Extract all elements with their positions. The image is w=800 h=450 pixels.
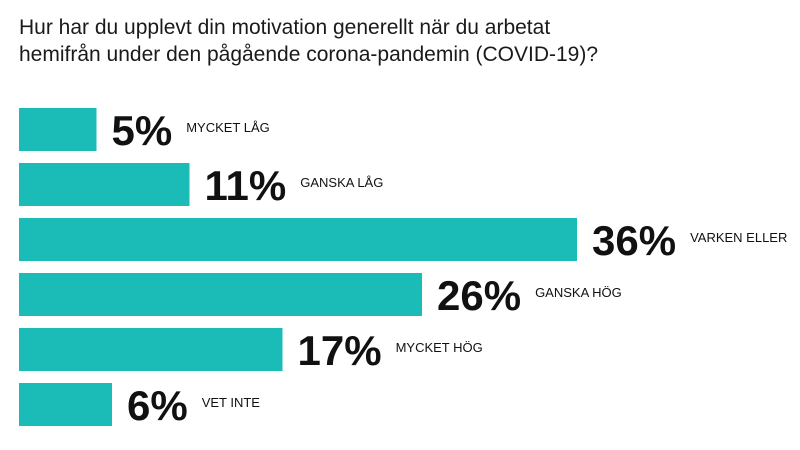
chart-title-line-1: Hur har du upplevt din motivation genere… bbox=[19, 16, 551, 39]
category-label-1: MYCKET LÅG bbox=[186, 120, 270, 135]
bar-1 bbox=[19, 108, 97, 151]
bar-2 bbox=[19, 163, 190, 206]
value-label-5: 17% bbox=[298, 327, 382, 374]
category-label-6: VET INTE bbox=[202, 395, 261, 410]
value-label-6: 6% bbox=[127, 382, 188, 429]
value-label-1: 5% bbox=[112, 107, 173, 154]
bar-3 bbox=[19, 218, 577, 261]
bar-5 bbox=[19, 328, 283, 371]
value-label-3: 36% bbox=[592, 217, 676, 264]
bar-4 bbox=[19, 273, 422, 316]
category-label-3: VARKEN ELLER bbox=[690, 230, 787, 245]
value-label-4: 26% bbox=[437, 272, 521, 319]
category-label-5: MYCKET HÖG bbox=[396, 340, 483, 355]
category-label-4: GANSKA HÖG bbox=[535, 285, 622, 300]
bar-6 bbox=[19, 383, 112, 426]
chart-title: Hur har du upplevt din motivation genere… bbox=[19, 14, 719, 68]
value-label-2: 11% bbox=[205, 162, 287, 209]
category-label-2: GANSKA LÅG bbox=[300, 175, 383, 190]
chart-title-line-2: hemifrån under den pågående corona-pande… bbox=[19, 43, 599, 66]
